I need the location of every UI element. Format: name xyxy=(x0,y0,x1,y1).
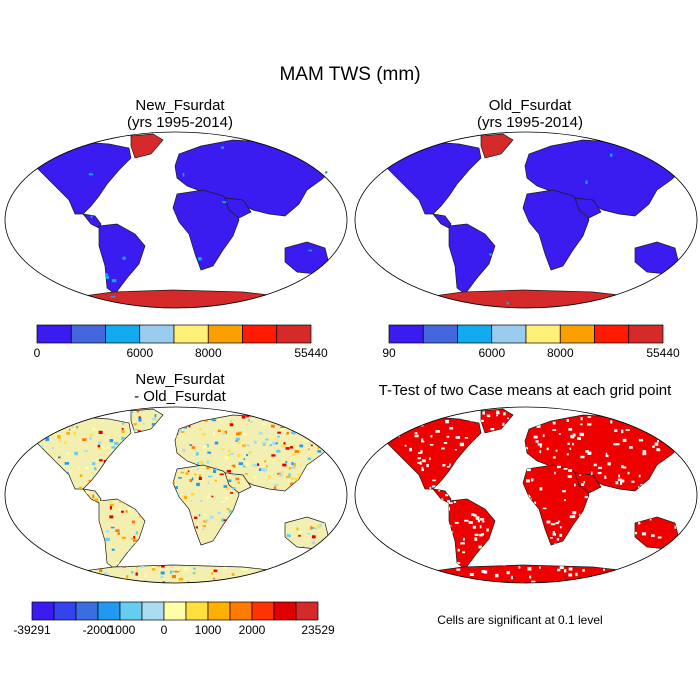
globe-outline xyxy=(4,131,348,309)
colorbar-diff-swatch xyxy=(53,601,77,621)
panel-title-old: Old_Fsurdat (yrs 1995-2014) xyxy=(390,97,670,131)
panel-title-line1: New_Fsurdat xyxy=(135,371,225,388)
panel-title-line2: (yrs 1995-2014) xyxy=(127,114,233,131)
panel-title-ttest: T-Test of two Case means at each grid po… xyxy=(378,382,672,399)
colorbar-diff-swatch xyxy=(119,601,143,621)
colorbar-diff-swatch xyxy=(185,601,209,621)
map-new-fsurdat xyxy=(4,131,348,309)
colorbar-new-swatch xyxy=(36,324,72,344)
panel-title-line2: - Old_Fsurdat xyxy=(134,388,226,405)
south-america-landmass xyxy=(98,223,146,295)
colorbar-diff-swatch xyxy=(207,601,231,621)
panel-title-new: New_Fsurdat (yrs 1995-2014) xyxy=(40,97,320,131)
colorbar-old-swatch xyxy=(525,324,561,344)
colorbar-diff-swatch xyxy=(31,601,55,621)
colorbar-old-tick-label: 55440 xyxy=(646,346,680,360)
south-america-landmass xyxy=(448,223,496,295)
globe-outline xyxy=(354,131,698,309)
panel-title-line1: New_Fsurdat xyxy=(135,97,225,114)
colorbar-old-swatch xyxy=(457,324,493,344)
map-difference xyxy=(4,406,348,584)
panel-title-line2: (yrs 1995-2014) xyxy=(477,114,583,131)
colorbar-old-tick-label: 6000 xyxy=(478,346,505,360)
colorbar-diff-tick-label: 1000 xyxy=(195,623,222,637)
globe-outline xyxy=(4,406,348,584)
panel-title-diff: New_Fsurdat - Old_Fsurdat xyxy=(40,371,320,405)
significance-note: Cells are significant at 0.1 level xyxy=(437,613,603,627)
colorbar-new-swatch xyxy=(139,324,175,344)
colorbar-old-tick-label: 90 xyxy=(382,346,396,360)
map-ttest-significance xyxy=(354,406,698,584)
colorbar-diff-swatch xyxy=(229,601,253,621)
colorbar-old-tick-label: 8000 xyxy=(547,346,574,360)
colorbar-diff-swatch xyxy=(273,601,297,621)
colorbar-diff-tick-label: -1000 xyxy=(105,623,136,637)
colorbar-new: 0 6000 8000 55440 xyxy=(34,324,328,360)
greenland-landmass xyxy=(480,133,514,159)
colorbar-diff-tick-label: 23529 xyxy=(301,623,335,637)
figure-title: MAM TWS (mm) xyxy=(279,64,421,85)
colorbar-old-swatch xyxy=(422,324,458,344)
colorbar-old-swatch xyxy=(594,324,630,344)
colorbar-old-swatch xyxy=(491,324,527,344)
colorbar-diff-swatch xyxy=(97,601,121,621)
colorbar-new-swatch xyxy=(105,324,141,344)
colorbar-diff-tick-label: -2000 xyxy=(83,623,114,637)
colorbar-diff-tick-label: 2000 xyxy=(239,623,266,637)
colorbar-new-swatch xyxy=(276,324,312,344)
colorbar-old: 90 6000 8000 55440 xyxy=(382,324,680,360)
colorbar-diff-swatch xyxy=(295,601,319,621)
colorbar-diff-tick-label: 0 xyxy=(161,623,168,637)
greenland-landmass xyxy=(130,133,164,159)
north-america-landmass xyxy=(30,141,132,215)
colorbar-old-swatch xyxy=(628,324,664,344)
colorbar-new-tick-label: 0 xyxy=(34,346,41,360)
south-america-landmass xyxy=(448,498,496,570)
colorbar-old-swatch xyxy=(388,324,424,344)
colorbar-new-tick-label: 8000 xyxy=(195,346,222,360)
colorbar-new-tick-label: 55440 xyxy=(294,346,328,360)
arabia-landmass xyxy=(574,197,602,219)
colorbar-old-swatch xyxy=(559,324,595,344)
panel-title-line1: Old_Fsurdat xyxy=(488,97,572,114)
colorbar-new-swatch xyxy=(207,324,243,344)
colorbar-diff-swatch xyxy=(163,601,187,621)
north-america-landmass xyxy=(380,416,482,490)
north-america-landmass xyxy=(30,416,132,490)
arabia-landmass xyxy=(224,197,252,219)
colorbar-difference: -39291 -2000-1000 0 1000 2000 23529 xyxy=(13,601,335,637)
colorbar-new-tick-label: 6000 xyxy=(126,346,153,360)
colorbar-new-swatch xyxy=(70,324,106,344)
colorbar-diff-tick-label: -39291 xyxy=(13,623,51,637)
colorbar-diff-swatch xyxy=(141,601,165,621)
land-layer xyxy=(380,408,690,583)
colorbar-new-swatch xyxy=(242,324,278,344)
colorbar-new-swatch xyxy=(173,324,209,344)
colorbar-diff-swatch xyxy=(75,601,99,621)
arabia-landmass xyxy=(574,472,602,494)
colorbar-diff-swatch xyxy=(251,601,275,621)
north-america-landmass xyxy=(380,141,482,215)
globe-outline xyxy=(354,406,698,584)
map-old-fsurdat xyxy=(354,131,698,309)
